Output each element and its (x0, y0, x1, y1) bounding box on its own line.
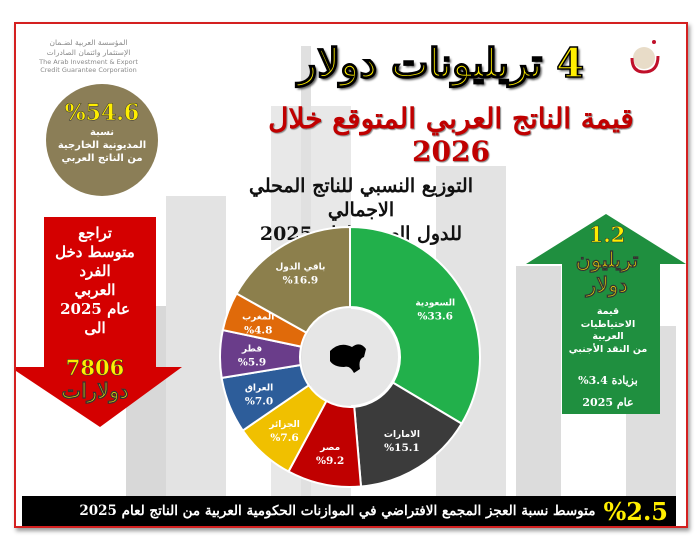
debt-ratio-circle: %54.6 نسبة المديونية الخارجية من الناتج … (46, 84, 158, 196)
income-unit: دولارات (61, 378, 129, 403)
deficit-bar: %2.5 متوسط نسبة العجز المجمع الافتراضي ف… (22, 496, 676, 526)
slice-value-label: %33.6 (417, 311, 453, 323)
slice-value-label: %16.9 (283, 274, 319, 286)
slice-label: باقي الدول (275, 262, 325, 272)
headline-main: 4 تريليونات دولار (297, 39, 585, 88)
background-building (516, 266, 561, 526)
donut-slice-7 (235, 225, 351, 334)
reserves-label: قيمة الاحتياطيات العربية من النقد الأجنب… (556, 306, 660, 356)
slice-value-label: %4.8 (244, 325, 272, 337)
debt-ratio-label: نسبة (89, 127, 115, 138)
slice-value-label: %5.9 (238, 357, 266, 369)
gdp-donut-chart: السعودية %33.6 الامارات %15.1 مصر %9.2 الجزائر… (219, 225, 481, 488)
reserves-value: 1.2 تريليون دولار (561, 222, 653, 298)
reserves-label-line: الاحتياطيات (580, 318, 636, 330)
deficit-text: متوسط نسبة العجز المجمع الافتراضي في الم… (79, 503, 596, 519)
slice-value-label: %15.1 (384, 442, 420, 454)
reserves-year: عام 2025 (582, 396, 634, 409)
income-text-line: العربي (74, 281, 116, 299)
reserves-increase: بزيادة 3.4% عام 2025 (556, 370, 660, 414)
corp-name-en: The Arab Investment & Export (39, 58, 138, 66)
donut-slice-0 (349, 225, 481, 426)
infographic-frame: المؤسسة العربية لضـمان الإستثمار وائتمان… (14, 22, 688, 528)
debt-ratio-label: من الناتج العربي (61, 153, 143, 164)
corporation-logo-text: المؤسسة العربية لضـمان الإستثمار وائتمان… (36, 38, 141, 74)
chart-title-line-1: التوزيع النسبي للناتج المحلي الاجمالي (249, 175, 473, 221)
down-arrow-icon (16, 217, 182, 427)
income-value: 7806 دولارات (30, 355, 160, 403)
slice-label: العراق (245, 383, 273, 393)
dhad-logo-icon (630, 40, 660, 74)
slice-label: الامارات (384, 430, 420, 440)
reserves-unit: دولار (586, 272, 628, 298)
reserves-label-line: العربية (592, 331, 624, 342)
corp-name-ar: الإستثمار وائتمان الصادرات (46, 48, 131, 57)
debt-ratio-value: %54.6 (64, 100, 140, 127)
slice-label: الجزائر (268, 420, 300, 430)
income-amount: 7806 (65, 355, 125, 380)
slice-value-label: %7.6 (270, 432, 298, 444)
slice-label: قطر (241, 345, 262, 355)
up-arrow-icon (526, 214, 686, 414)
arab-world-map-icon (330, 344, 366, 373)
slice-label: مصر (319, 443, 340, 453)
background-building (166, 196, 226, 526)
deficit-value: %2.5 (603, 496, 668, 526)
reserves-label-line: من النقد الأجنبي (568, 343, 648, 355)
slice-value-label: %7.0 (245, 395, 273, 407)
income-text-line: تراجع (78, 224, 112, 242)
reserves-label-line: قيمة (596, 306, 620, 317)
reserves-increase-text: بزيادة 3.4% (578, 374, 638, 387)
income-text-line: الفرد (79, 262, 111, 280)
reserves-unit: تريليون (575, 247, 639, 273)
income-decline-text: تراجع متوسط دخل الفرد العربي عام 2025 ال… (30, 224, 160, 338)
income-text-line: متوسط دخل (55, 243, 135, 261)
corp-name-ar: المؤسسة العربية لضـمان (49, 38, 128, 47)
slice-label: السعودية (415, 299, 455, 309)
income-text-line: عام 2025 (60, 300, 130, 318)
headline-sub: قيمة الناتج العربي المتوقع خلال 2026 (268, 102, 634, 168)
slice-value-label: %9.2 (316, 455, 344, 467)
slice-label: المغرب (242, 313, 274, 323)
debt-ratio-label: المديونية الخارجية (57, 140, 147, 151)
income-text-line: الى (84, 319, 106, 337)
corp-name-en: Credit Guarantee Corporation (40, 66, 137, 74)
reserves-amount: 1.2 (588, 222, 626, 248)
